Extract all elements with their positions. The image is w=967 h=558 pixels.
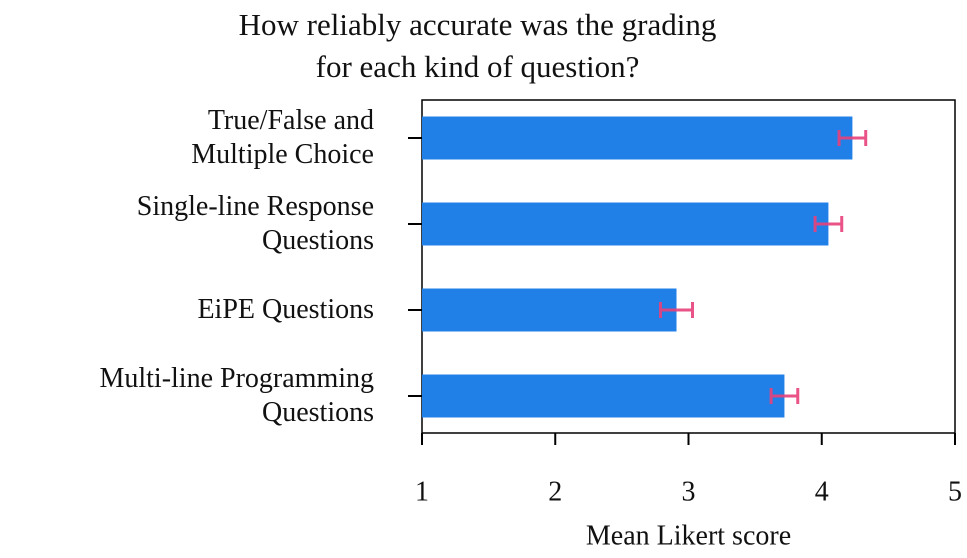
y-tick-label: EiPE Questions: [197, 294, 374, 325]
bar: [422, 202, 829, 246]
bar: [422, 374, 785, 418]
x-tick-label: 3: [682, 476, 696, 507]
y-tick-label: True/False and Multiple Choice: [191, 105, 374, 170]
error-bar: [837, 130, 868, 146]
error-bar: [659, 302, 694, 318]
y-tick-label: Multi-line Programming Questions: [99, 363, 374, 428]
x-tick-label: 4: [815, 476, 829, 507]
x-tick-label: 2: [548, 476, 562, 507]
bar: [422, 116, 853, 160]
x-tick-label: 1: [415, 476, 429, 507]
y-tick-label: Single-line Response Questions: [136, 191, 374, 256]
x-axis-label: Mean Likert score: [586, 520, 791, 551]
chart-title: How reliably accurate was the grading fo…: [238, 7, 717, 84]
x-tick-label: 5: [948, 476, 962, 507]
error-bar: [813, 216, 844, 232]
error-bar: [769, 388, 800, 404]
bar: [422, 288, 677, 332]
